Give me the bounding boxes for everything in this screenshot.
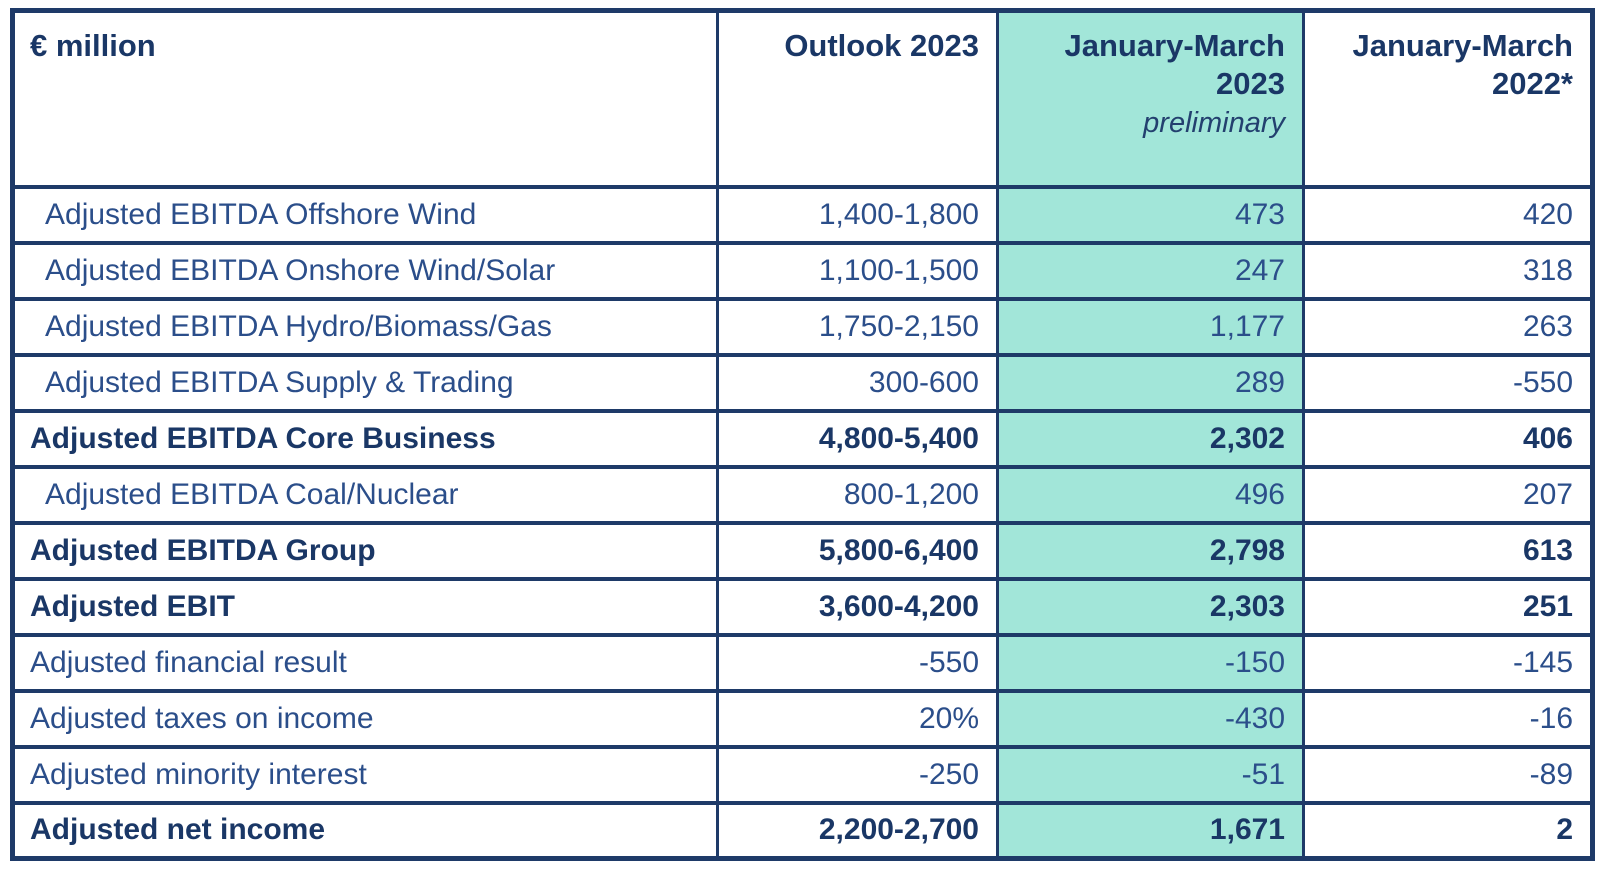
jan-mar-2022-value-cell: 263: [1302, 296, 1594, 357]
table-row: Adjusted EBITDA Supply & Trading 300-600…: [11, 352, 1594, 413]
row-label-cell: Adjusted EBITDA Supply & Trading: [11, 352, 719, 413]
jan-mar-2023-value-cell: 247: [996, 240, 1305, 301]
outlook-2023-value-cell: 1,750-2,150: [716, 296, 999, 357]
jan-mar-2022-value-cell: -16: [1302, 688, 1594, 749]
table-row: Adjusted EBITDA Hydro/Biomass/Gas 1,750-…: [11, 296, 1594, 357]
header-jan-mar-2022-line2: 2022*: [1491, 65, 1573, 101]
header-units-label: € million: [11, 8, 719, 189]
table-row: Adjusted financial result -550 -150 -145: [11, 632, 1594, 693]
header-jan-mar-2023: January-March 2023 preliminary: [996, 8, 1305, 189]
jan-mar-2023-value-cell: 496: [996, 464, 1305, 525]
table-row: Adjusted EBITDA Group 5,800-6,400 2,798 …: [11, 520, 1594, 581]
outlook-2023-value-cell: -250: [716, 744, 999, 805]
row-label-cell: Adjusted net income: [11, 800, 719, 861]
preliminary-label: preliminary: [1143, 106, 1285, 139]
jan-mar-2023-value-cell: -430: [996, 688, 1305, 749]
jan-mar-2023-value-cell: 1,177: [996, 296, 1305, 357]
table-row: Adjusted EBITDA Onshore Wind/Solar 1,100…: [11, 240, 1594, 301]
outlook-2023-value-cell: 3,600-4,200: [716, 576, 999, 637]
table-row: Adjusted EBIT 3,600-4,200 2,303 251: [11, 576, 1594, 637]
header-outlook-2023: Outlook 2023: [716, 8, 999, 189]
header-jan-mar-2022: January-March 2022*: [1302, 8, 1594, 189]
financial-results-table: € million Outlook 2023 January-March 202…: [10, 8, 1595, 861]
jan-mar-2023-value-cell: -150: [996, 632, 1305, 693]
table-row: Adjusted EBITDA Core Business 4,800-5,40…: [11, 408, 1594, 469]
jan-mar-2023-value-cell: 473: [996, 184, 1305, 245]
outlook-2023-value-cell: 5,800-6,400: [716, 520, 999, 581]
table-row: Adjusted net income 2,200-2,700 1,671 2: [11, 800, 1594, 861]
row-label-cell: Adjusted EBITDA Hydro/Biomass/Gas: [11, 296, 719, 357]
row-label-cell: Adjusted EBITDA Offshore Wind: [11, 184, 719, 245]
header-jan-mar-2023-line1: January-March: [1064, 28, 1285, 63]
jan-mar-2023-value-cell: -51: [996, 744, 1305, 805]
row-label-cell: Adjusted EBITDA Onshore Wind/Solar: [11, 240, 719, 301]
jan-mar-2022-value-cell: 207: [1302, 464, 1594, 525]
jan-mar-2022-value-cell: -89: [1302, 744, 1594, 805]
financial-results-table-wrap: € million Outlook 2023 January-March 202…: [10, 8, 1595, 861]
outlook-2023-value-cell: 2,200-2,700: [716, 800, 999, 861]
jan-mar-2022-value-cell: -145: [1302, 632, 1594, 693]
jan-mar-2023-value-cell: 2,302: [996, 408, 1305, 469]
jan-mar-2023-value-cell: 2,303: [996, 576, 1305, 637]
outlook-2023-value-cell: 1,400-1,800: [716, 184, 999, 245]
outlook-2023-value-cell: -550: [716, 632, 999, 693]
outlook-2023-value-cell: 1,100-1,500: [716, 240, 999, 301]
row-label-cell: Adjusted EBITDA Coal/Nuclear: [11, 464, 719, 525]
jan-mar-2022-value-cell: -550: [1302, 352, 1594, 413]
jan-mar-2023-value-cell: 1,671: [996, 800, 1305, 861]
table-row: Adjusted EBITDA Offshore Wind 1,400-1,80…: [11, 184, 1594, 245]
jan-mar-2023-value-cell: 2,798: [996, 520, 1305, 581]
row-label-cell: Adjusted EBITDA Group: [11, 520, 719, 581]
table-row: Adjusted minority interest -250 -51 -89: [11, 744, 1594, 805]
jan-mar-2023-value-cell: 289: [996, 352, 1305, 413]
jan-mar-2022-value-cell: 318: [1302, 240, 1594, 301]
table-row: Adjusted taxes on income 20% -430 -16: [11, 688, 1594, 749]
header-row: € million Outlook 2023 January-March 202…: [11, 8, 1594, 189]
row-label-cell: Adjusted minority interest: [11, 744, 719, 805]
table-body: Adjusted EBITDA Offshore Wind 1,400-1,80…: [11, 184, 1594, 861]
row-label-cell: Adjusted EBIT: [11, 576, 719, 637]
row-label-cell: Adjusted taxes on income: [11, 688, 719, 749]
outlook-2023-value-cell: 800-1,200: [716, 464, 999, 525]
jan-mar-2022-value-cell: 251: [1302, 576, 1594, 637]
row-label-cell: Adjusted EBITDA Core Business: [11, 408, 719, 469]
jan-mar-2022-value-cell: 613: [1302, 520, 1594, 581]
header-jan-mar-2022-line1: January-March: [1352, 28, 1573, 63]
header-jan-mar-2023-line2: 2023: [1216, 65, 1285, 101]
jan-mar-2022-value-cell: 420: [1302, 184, 1594, 245]
jan-mar-2022-value-cell: 406: [1302, 408, 1594, 469]
row-label-cell: Adjusted financial result: [11, 632, 719, 693]
table-row: Adjusted EBITDA Coal/Nuclear 800-1,200 4…: [11, 464, 1594, 525]
outlook-2023-value-cell: 20%: [716, 688, 999, 749]
jan-mar-2022-value-cell: 2: [1302, 800, 1594, 861]
outlook-2023-value-cell: 4,800-5,400: [716, 408, 999, 469]
outlook-2023-value-cell: 300-600: [716, 352, 999, 413]
